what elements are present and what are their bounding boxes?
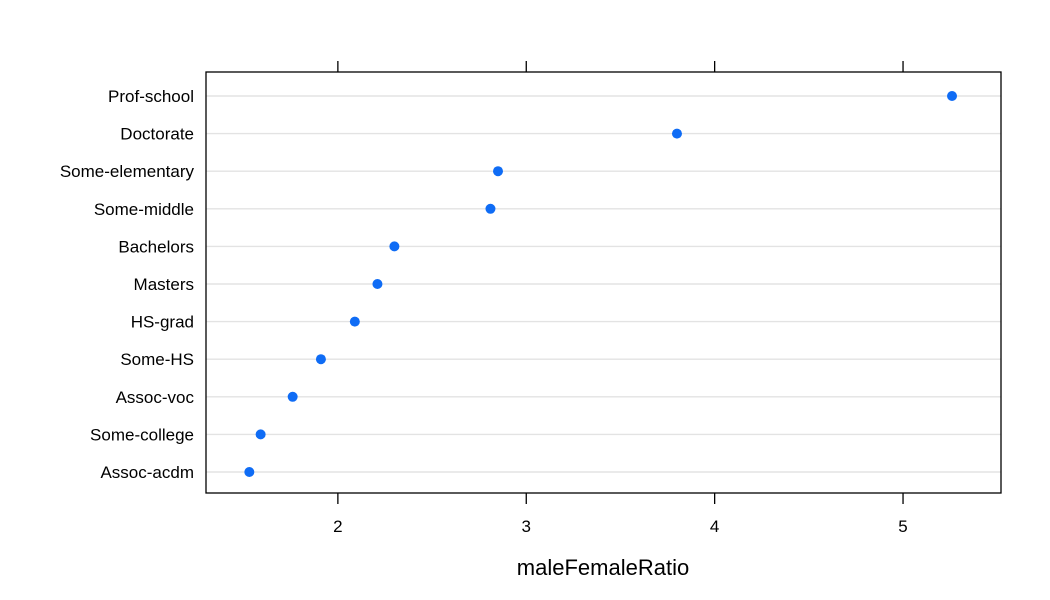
data-point [671,128,682,139]
category-label: Masters [134,275,194,294]
x-tick-label: 2 [333,517,342,536]
data-point [349,316,360,327]
category-label: Bachelors [118,237,194,256]
category-label: Prof-school [108,87,194,106]
category-label: Some-college [90,425,194,444]
data-point [244,467,255,477]
axis-ticks [337,61,904,504]
category-label: Doctorate [120,125,194,144]
data-point [485,203,496,214]
category-label: Some-HS [120,350,194,369]
plot-frame [205,71,1002,494]
category-label: Assoc-acdm [100,463,194,482]
data-point [493,166,504,177]
data-point [372,279,383,289]
x-axis-title: maleFemaleRatio [517,555,689,580]
data-point [389,241,400,252]
category-label: Some-elementary [60,162,195,181]
category-label: Assoc-voc [116,388,195,407]
x-tick-label: 5 [898,517,907,536]
category-label: HS-grad [131,313,194,332]
x-tick-labels: 2 3 4 5 [333,517,908,536]
x-tick-label: 4 [710,517,719,536]
data-point [287,391,298,402]
gridlines [206,95,1001,473]
category-label: Some-middle [94,200,194,219]
x-tick-label: 3 [522,517,531,536]
data-point [315,354,326,365]
category-labels: Assoc-acdm Some-college Assoc-voc Some-HS HS… [60,87,195,482]
data-points [244,91,958,477]
data-point [947,91,958,101]
data-point [255,429,266,440]
